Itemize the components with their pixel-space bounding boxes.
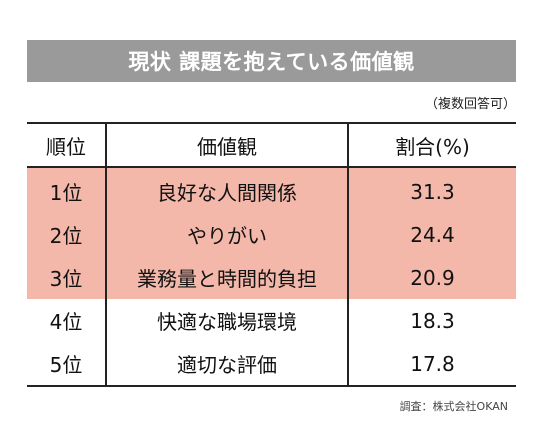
rank-cell: 1位 <box>27 167 106 213</box>
table-row: 3位 業務量と時間的負担 20.9 <box>27 256 516 299</box>
header-ratio: 割合(%) <box>347 122 516 168</box>
source-credit: 調査：株式会社OKAN <box>399 400 508 413</box>
multiple-answer-note: （複数回答可） <box>424 97 516 112</box>
rank-cell: 3位 <box>27 256 106 299</box>
value-cell: 適切な評価 <box>105 342 348 387</box>
table-row: 4位 快適な職場環境 18.3 <box>27 299 516 342</box>
page-title: 現状 課題を抱えている価値観 <box>27 40 516 82</box>
ratio-cell: 24.4 <box>347 213 516 256</box>
table-row: 1位 良好な人間関係 31.3 <box>27 167 516 213</box>
ranking-table: 順位 価値観 割合(%) 1位 良好な人間関係 31.3 2位 やりがい 24.… <box>27 122 516 387</box>
rank-cell: 2位 <box>27 213 106 256</box>
table-header-row: 順位 価値観 割合(%) <box>27 122 516 168</box>
header-value: 価値観 <box>105 122 348 168</box>
header-rank: 順位 <box>27 122 106 168</box>
ratio-cell: 18.3 <box>347 299 516 342</box>
ratio-cell: 20.9 <box>347 256 516 299</box>
table-row: 2位 やりがい 24.4 <box>27 213 516 256</box>
rank-cell: 5位 <box>27 342 106 387</box>
value-cell: 業務量と時間的負担 <box>105 256 348 299</box>
value-cell: やりがい <box>105 213 348 256</box>
ratio-cell: 31.3 <box>347 167 516 213</box>
value-cell: 快適な職場環境 <box>105 299 348 342</box>
table-row: 5位 適切な評価 17.8 <box>27 342 516 387</box>
value-cell: 良好な人間関係 <box>105 167 348 213</box>
rank-cell: 4位 <box>49 310 83 334</box>
ratio-cell: 17.8 <box>347 342 516 387</box>
